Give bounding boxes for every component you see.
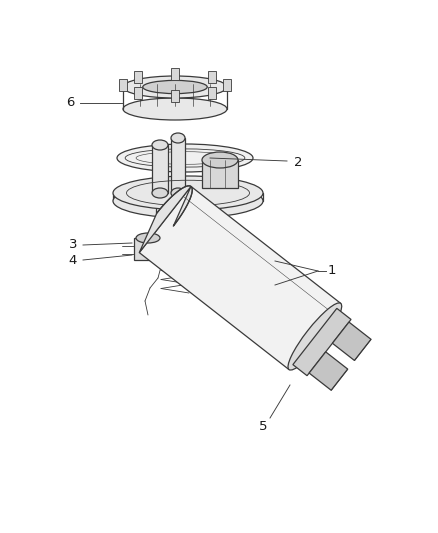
Ellipse shape (143, 80, 207, 94)
Text: 1: 1 (328, 264, 336, 278)
Bar (223, 79, 231, 91)
Bar (119, 79, 127, 91)
Polygon shape (139, 187, 341, 369)
Bar (171, 90, 179, 102)
Ellipse shape (288, 303, 342, 370)
Bar (134, 71, 142, 83)
Text: 2: 2 (294, 156, 302, 168)
Text: 3: 3 (69, 238, 77, 252)
Text: 5: 5 (259, 421, 267, 433)
Text: 4: 4 (69, 254, 77, 266)
Ellipse shape (152, 188, 168, 198)
Polygon shape (139, 186, 192, 253)
Ellipse shape (171, 188, 185, 198)
Bar (171, 138, 185, 193)
Bar (202, 160, 238, 188)
Ellipse shape (171, 133, 185, 143)
Text: 6: 6 (66, 96, 74, 109)
Ellipse shape (202, 152, 238, 168)
Ellipse shape (136, 233, 160, 243)
Bar (171, 68, 179, 80)
Polygon shape (293, 309, 351, 376)
Ellipse shape (123, 98, 227, 120)
Bar (208, 87, 216, 99)
Polygon shape (332, 322, 371, 360)
Ellipse shape (113, 184, 263, 218)
Ellipse shape (156, 240, 220, 252)
Ellipse shape (113, 176, 263, 210)
Ellipse shape (123, 76, 227, 98)
Polygon shape (309, 352, 348, 390)
Bar (156, 201, 220, 246)
Ellipse shape (152, 140, 168, 150)
Bar (208, 71, 216, 83)
Bar (134, 238, 162, 260)
Bar (134, 87, 142, 99)
Bar (152, 145, 168, 193)
Ellipse shape (117, 144, 253, 172)
